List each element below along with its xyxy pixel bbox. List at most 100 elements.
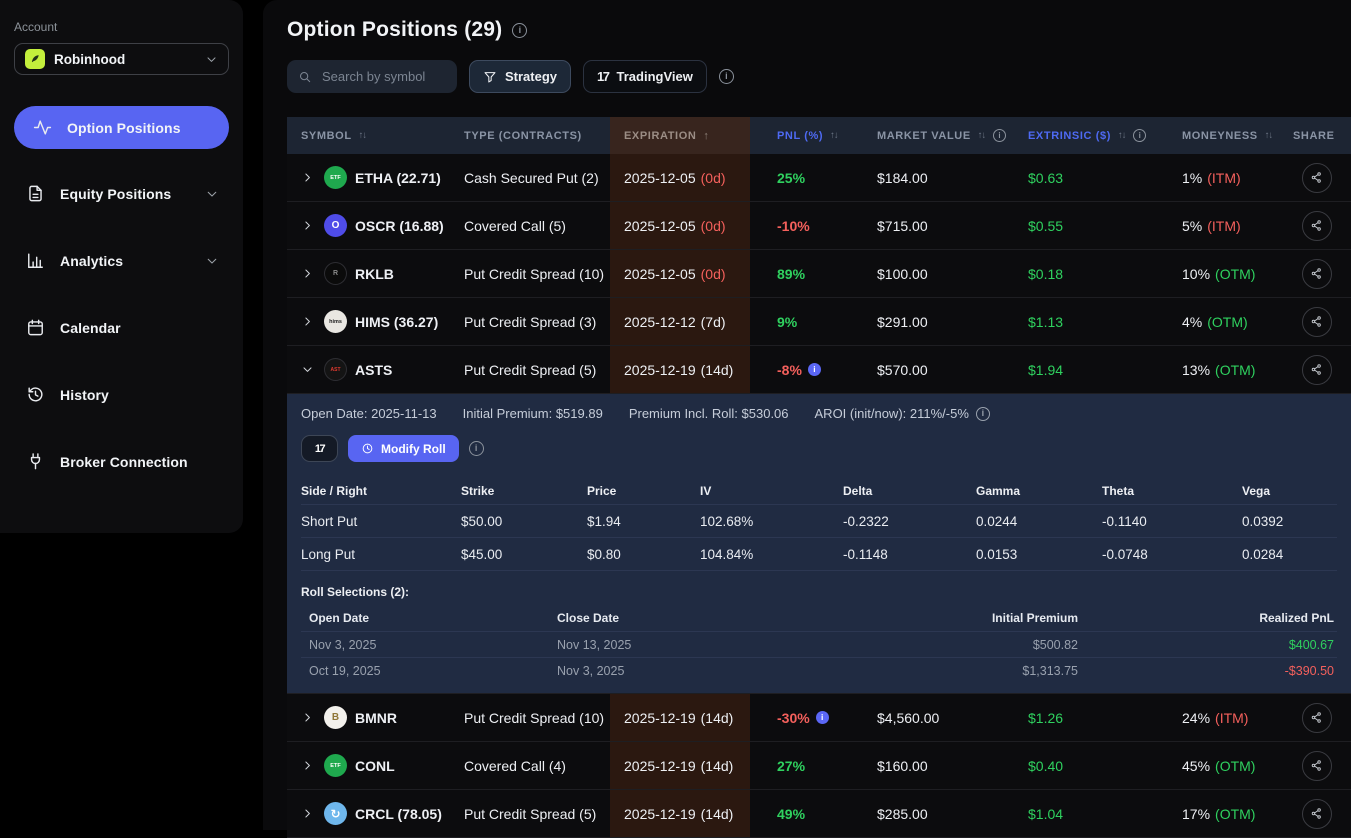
roll-selections-table: Open Date Close Date Initial Premium Realiz… [301,605,1337,683]
sidebar-item-option-positions[interactable]: Option Positions [14,106,229,149]
type-cell: Covered Call (5) [464,217,566,234]
rolls-header: Open Date Close Date Initial Premium Realiz… [309,611,1334,625]
table-row-HIMS[interactable]: hims HIMS (36.27) Put Credit Spread (3) 202… [287,298,1351,346]
funnel-icon [483,70,497,84]
account-label: Account [14,20,58,34]
sort-icon: ↑↓ [1264,130,1273,141]
sidebar-item-history[interactable]: History [14,381,229,408]
pnl-cell: 25% [777,169,806,186]
tradingview-button[interactable]: 17 TradingView [583,60,707,93]
share-button[interactable] [1301,702,1332,733]
ticker-symbol: RKLB [355,265,394,282]
market-value-info-icon[interactable] [993,129,1007,142]
ticker-symbol: ASTS [355,361,393,378]
calendar-icon [24,318,46,337]
sidebar: Account Robinhood Option Positions Equity… [0,0,243,533]
sidebar-item-label: Calendar [60,319,121,336]
share-button[interactable] [1301,354,1332,385]
tradingview-logo-icon: 17 [314,442,326,455]
table-row-CONL[interactable]: ETF CONL Covered Call (4) 2025-12-19 (14d) 27… [287,742,1351,790]
pnl-cell: 49% [777,805,806,822]
table-row-RKLB[interactable]: R RKLB Put Credit Spread (10) 2025-12-05 (0d… [287,250,1351,298]
chevron-right-icon[interactable] [301,759,315,772]
sidebar-item-broker-connection[interactable]: Broker Connection [14,448,229,475]
title-info-icon[interactable] [512,22,528,38]
sort-icon: ↑↓ [977,130,986,141]
ticker-logo-CONL: ETF [324,754,347,777]
table-row-ASTS[interactable]: AST ASTS Put Credit Spread (5) 2025-12-19 (1… [287,346,1351,394]
share-button[interactable] [1301,210,1332,241]
column-header-moneyness[interactable]: MONEYNESS ↑↓ [1182,129,1273,142]
table-row-CRCL[interactable]: ↻ CRCL (78.05) Put Credit Spread (5) 2025-1… [287,790,1351,838]
title-row: Option Positions (29) [287,18,1351,42]
ledger-icon [24,184,46,203]
share-button[interactable] [1301,258,1332,289]
sidebar-item-label: Equity Positions [60,185,172,202]
extrinsic-info-icon[interactable] [1133,129,1147,142]
ticker-logo-CRCL: ↻ [324,802,347,825]
modify-roll-info-icon[interactable] [468,441,484,456]
tradingview-info-icon[interactable] [718,69,734,84]
ticker-logo-BMNR: B [324,706,347,729]
share-button[interactable] [1301,162,1332,193]
share-button[interactable] [1301,798,1332,829]
symbol-cell: AST ASTS [287,346,450,393]
type-cell: Put Credit Spread (10) [464,709,605,726]
ticker-logo-ASTS: AST [324,358,347,381]
aroi-info-icon[interactable] [975,406,990,421]
share-cell [1282,250,1351,297]
pnl-cell: -8% [750,346,863,393]
market-value-cell: $160.00 [877,757,928,774]
chevron-right-icon[interactable] [301,219,315,232]
table-row-OSCR[interactable]: O OSCR (16.88) Covered Call (5) 2025-12-05(… [287,202,1351,250]
meta-aroi-init-now-: AROI (init/now): 211%/-5% [815,406,990,421]
symbol-cell: B BMNR [287,694,450,741]
share-cell [1282,202,1351,249]
expiration-cell: 2025-12-19 (14d) [610,742,750,789]
type-cell: Cash Secured Put (2) [464,169,599,186]
chevron-right-icon[interactable] [301,315,315,328]
extrinsic-cell: $1.94 [1028,361,1064,378]
column-header-market-value[interactable]: MARKET VALUE ↑↓ [863,117,1014,154]
tradingview-mini-button[interactable]: 17 [301,435,338,462]
account-selector[interactable]: Robinhood [14,43,229,75]
chevron-right-icon[interactable] [301,807,315,820]
table-row-BMNR[interactable]: B BMNR Put Credit Spread (10) 2025-12-19 (14… [287,694,1351,742]
market-value-cell: $291.00 [877,313,928,330]
sidebar-item-label: Broker Connection [60,453,188,470]
chevron-down-icon[interactable] [301,363,315,376]
strategy-filter-button[interactable]: Strategy [469,60,572,93]
sidebar-item-analytics[interactable]: Analytics [14,247,229,274]
ticker-logo-ETHA: ETF [324,166,347,189]
column-header-pnl[interactable]: PNL (%) ↑↓ [777,129,839,142]
moneyness-cell: 45% (OTM) [1182,757,1256,774]
column-header-share: SHARE [1293,129,1335,142]
sidebar-item-label: Option Positions [67,119,181,136]
sidebar-item-equity-positions[interactable]: Equity Positions [14,180,229,207]
meta-initial-premium-: Initial Premium: $519.89 [462,406,603,421]
pnl-info-icon[interactable] [815,711,829,724]
column-header-expiration[interactable]: EXPIRATION ↑ [610,117,750,154]
sidebar-item-calendar[interactable]: Calendar [14,314,229,341]
chevron-right-icon[interactable] [301,711,315,724]
table-row-ETHA[interactable]: ETF ETHA (22.71) Cash Secured Put (2) 2025-… [287,154,1351,202]
share-button[interactable] [1301,750,1332,781]
column-header-symbol[interactable]: SYMBOL ↑↓ [301,129,367,142]
extrinsic-cell: $0.18 [1028,265,1064,282]
search-icon [298,70,312,84]
ticker-symbol: ETHA (22.71) [355,169,441,186]
leg-row: Short Put $50.00 $1.94 102.68% -0.2322 0.0244… [301,505,1337,538]
column-header-type: TYPE (CONTRACTS) [464,129,582,142]
moneyness-cell: 5% (ITM) [1182,217,1241,234]
chevron-right-icon[interactable] [301,267,315,280]
pnl-info-icon[interactable] [807,363,821,376]
position-meta: Open Date: 2025-11-13 Initial Premium: $5… [301,406,1337,421]
market-value-cell: $100.00 [877,265,928,282]
search-input[interactable] [320,68,440,85]
column-header-extrinsic[interactable]: EXTRINSIC ($) ↑↓ [1014,117,1168,154]
chevron-right-icon[interactable] [301,171,315,184]
chevron-down-icon [205,53,218,66]
share-button[interactable] [1301,306,1332,337]
modify-roll-button[interactable]: Modify Roll [348,435,459,462]
moneyness-cell: 4% (OTM) [1182,313,1248,330]
